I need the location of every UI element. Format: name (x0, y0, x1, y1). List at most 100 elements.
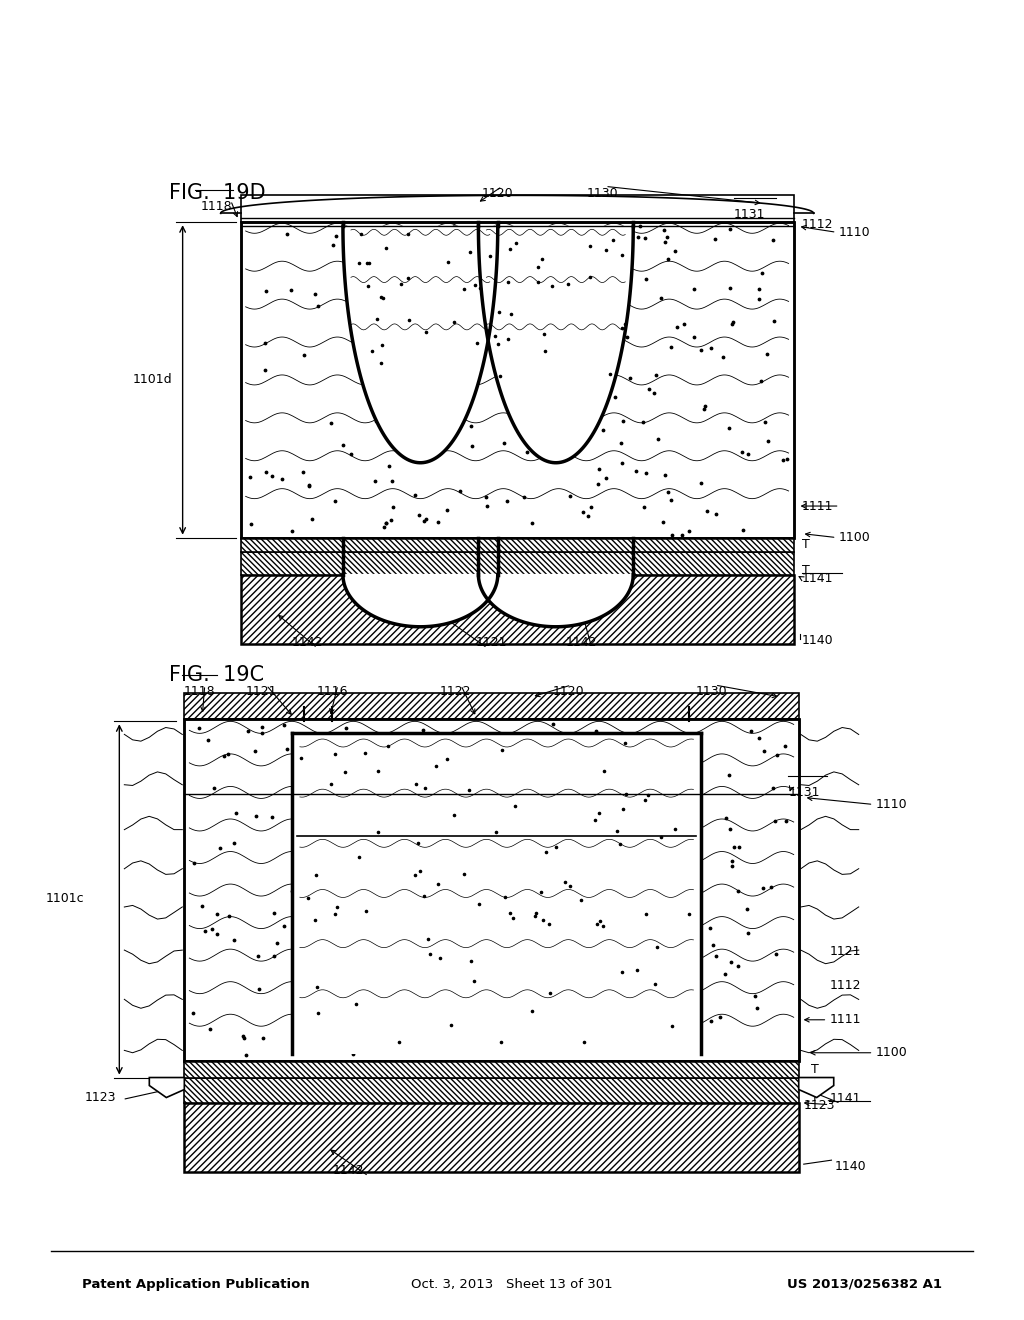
Point (418, 508, 434, 529)
Point (430, 512, 446, 533)
Point (589, 913, 605, 935)
Point (403, 842, 420, 863)
Point (392, 1024, 409, 1045)
Text: 1110: 1110 (839, 226, 870, 239)
Point (575, 1031, 592, 1052)
Point (471, 277, 487, 298)
Point (743, 721, 760, 742)
Point (542, 982, 558, 1003)
Point (285, 880, 301, 902)
Text: 1101c: 1101c (46, 892, 84, 906)
Point (517, 771, 534, 792)
Point (307, 909, 324, 931)
Point (353, 223, 370, 244)
Point (638, 903, 654, 924)
Point (362, 857, 379, 878)
Text: 1118: 1118 (201, 201, 232, 214)
Point (378, 723, 394, 744)
Text: 1100: 1100 (839, 531, 870, 544)
Point (318, 941, 335, 962)
Point (294, 770, 310, 791)
Point (370, 855, 386, 876)
Point (550, 925, 566, 946)
Point (647, 364, 664, 385)
Bar (241, 195, 794, 222)
Point (356, 743, 373, 764)
Point (751, 727, 767, 748)
Point (582, 235, 598, 256)
Point (446, 367, 463, 388)
Text: 1130: 1130 (587, 187, 617, 201)
Text: 1142: 1142 (566, 636, 597, 649)
Point (309, 296, 326, 317)
Point (612, 725, 629, 746)
Point (507, 796, 523, 817)
Point (748, 985, 764, 1006)
Point (699, 500, 716, 521)
Point (650, 429, 667, 450)
Point (378, 238, 394, 259)
Point (653, 826, 670, 847)
Text: 1123: 1123 (84, 1092, 116, 1104)
Point (777, 810, 794, 832)
Point (582, 1023, 598, 1044)
Point (515, 282, 531, 304)
Point (206, 777, 222, 799)
Point (497, 887, 513, 908)
Bar (241, 222, 794, 537)
Point (648, 983, 665, 1005)
Bar (241, 537, 794, 552)
Point (543, 1014, 559, 1035)
Point (268, 933, 285, 954)
Point (563, 928, 580, 949)
Point (345, 1044, 361, 1065)
Point (295, 462, 311, 483)
Point (416, 510, 432, 531)
Point (763, 876, 779, 898)
Point (374, 933, 390, 954)
Point (583, 496, 599, 517)
Polygon shape (150, 1077, 184, 1097)
Point (721, 764, 737, 785)
Point (254, 717, 270, 738)
Point (680, 904, 696, 925)
Point (591, 803, 607, 824)
Point (325, 1027, 341, 1048)
Point (591, 746, 607, 767)
Point (402, 836, 419, 857)
Point (209, 903, 225, 924)
Point (657, 465, 674, 486)
Point (622, 904, 638, 925)
Point (581, 249, 597, 271)
Point (191, 718, 208, 739)
Point (760, 430, 776, 451)
Point (381, 838, 397, 859)
Point (730, 880, 746, 902)
Point (686, 279, 702, 300)
Point (604, 314, 621, 335)
Point (649, 841, 666, 862)
Point (407, 484, 423, 506)
Text: FIG.  19D: FIG. 19D (169, 183, 265, 203)
Point (758, 412, 774, 433)
Point (505, 895, 521, 916)
Text: 1142: 1142 (292, 636, 323, 649)
Point (740, 923, 757, 944)
Point (686, 326, 702, 347)
Point (499, 491, 515, 512)
Point (717, 964, 733, 985)
Point (489, 795, 506, 816)
Point (496, 432, 512, 453)
Point (725, 312, 741, 333)
Text: Oct. 3, 2013   Sheet 13 of 301: Oct. 3, 2013 Sheet 13 of 301 (412, 1278, 612, 1291)
Point (433, 832, 450, 853)
Point (543, 768, 559, 789)
Point (328, 927, 344, 948)
Point (775, 449, 792, 470)
Point (718, 808, 734, 829)
Point (374, 334, 390, 355)
Point (266, 945, 283, 966)
Point (602, 363, 618, 384)
Point (526, 906, 543, 927)
Point (696, 399, 713, 420)
